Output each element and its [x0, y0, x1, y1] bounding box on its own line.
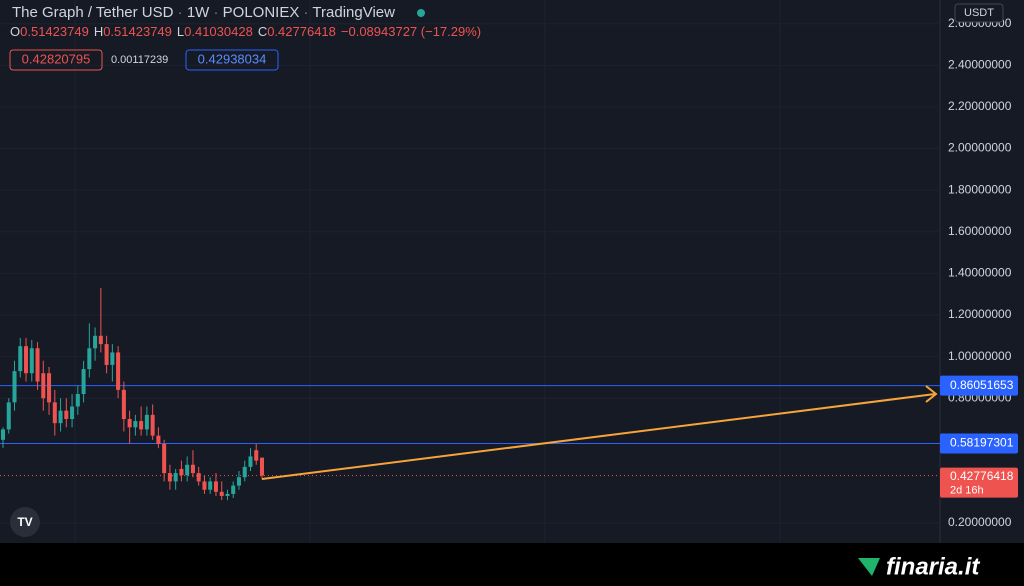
candle-body	[248, 456, 253, 467]
candle-body	[47, 373, 52, 403]
y-tick-label: 1.00000000	[948, 349, 1012, 363]
candle-body	[225, 493, 230, 496]
ohlc-legend: O0.51423749 H0.51423749 L0.41030428 C0.4277…	[10, 24, 481, 39]
tv-logo-text: TV	[17, 515, 32, 529]
candle-body	[116, 352, 121, 390]
candle-body	[231, 485, 236, 494]
candle-body	[35, 348, 40, 382]
candle-body	[18, 346, 23, 372]
candle-body	[202, 481, 207, 490]
candle-body	[259, 457, 265, 476]
y-tick-label: 1.20000000	[948, 307, 1012, 321]
level-label: 0.86051653	[950, 378, 1014, 392]
candle-body	[121, 389, 126, 420]
candle-body	[75, 394, 80, 407]
countdown-label: 2d 16h	[950, 485, 984, 497]
candle-body	[110, 352, 115, 365]
candle-body	[219, 491, 224, 496]
projection-arrow	[261, 393, 936, 480]
finaria-logo	[858, 558, 880, 576]
candle-body	[254, 450, 259, 461]
level-label-bg	[940, 433, 1018, 454]
candle-body	[52, 402, 57, 424]
last-price-bg	[940, 467, 1018, 498]
tv-logo[interactable]	[10, 507, 40, 537]
candle-body	[64, 410, 69, 420]
candle-body	[58, 410, 63, 424]
y-tick-label: 2.00000000	[948, 141, 1012, 155]
candle-body	[6, 402, 11, 430]
y-tick-label: 1.80000000	[948, 182, 1012, 196]
y-tick-label: 1.60000000	[948, 224, 1012, 238]
indicator-value: 0.42938034	[198, 51, 267, 66]
candle-body	[196, 473, 201, 482]
level-label-bg	[940, 375, 1018, 396]
candle-body	[236, 477, 241, 486]
candle-body	[127, 419, 132, 428]
candle-body	[208, 481, 213, 490]
arrow-head	[925, 385, 938, 403]
candle-body	[190, 464, 195, 474]
footer-bar	[0, 543, 1024, 586]
candle-body	[185, 464, 190, 476]
currency-button[interactable]	[954, 3, 1004, 23]
candle-body	[173, 473, 178, 482]
candle-body	[150, 414, 155, 436]
indicator-box	[9, 49, 103, 71]
y-tick-label: 2.40000000	[948, 57, 1012, 71]
candle-body	[139, 421, 144, 430]
candle-body	[98, 335, 103, 345]
candle-body	[156, 435, 161, 444]
y-tick-label: 2.20000000	[948, 99, 1012, 113]
candle-body	[167, 473, 172, 482]
candle-body	[70, 406, 75, 420]
candle-body	[81, 369, 86, 395]
candle-body	[12, 371, 17, 403]
candle-body	[24, 346, 29, 374]
level-label: 0.58197301	[950, 436, 1014, 450]
candle-body	[41, 373, 46, 399]
symbol-title: The Graph / Tether USD · 1W · POLONIEX ·…	[12, 4, 395, 21]
currency-label[interactable]: USDT	[964, 7, 994, 19]
indicator-box	[185, 49, 279, 71]
watermark: finaria.it	[886, 553, 980, 580]
candle-body	[213, 481, 218, 492]
candle-body	[242, 466, 247, 478]
candle-body	[104, 344, 109, 365]
candle-body	[179, 468, 184, 476]
y-tick-label: 0.20000000	[948, 515, 1012, 529]
candle-body	[162, 443, 167, 474]
indicator-value: 0.00117239	[111, 54, 168, 66]
time-grid	[74, 0, 781, 543]
candle-body	[133, 421, 138, 428]
y-tick-label: 1.40000000	[948, 266, 1012, 280]
candle-body	[29, 348, 34, 374]
candle-body	[0, 429, 6, 440]
status-dot	[417, 9, 425, 17]
candle-body	[93, 335, 98, 349]
candle-body	[144, 414, 149, 430]
candle-body	[87, 348, 92, 370]
indicator-value: 0.42820795	[22, 51, 91, 66]
last-price-label: 0.42776418	[950, 469, 1014, 483]
